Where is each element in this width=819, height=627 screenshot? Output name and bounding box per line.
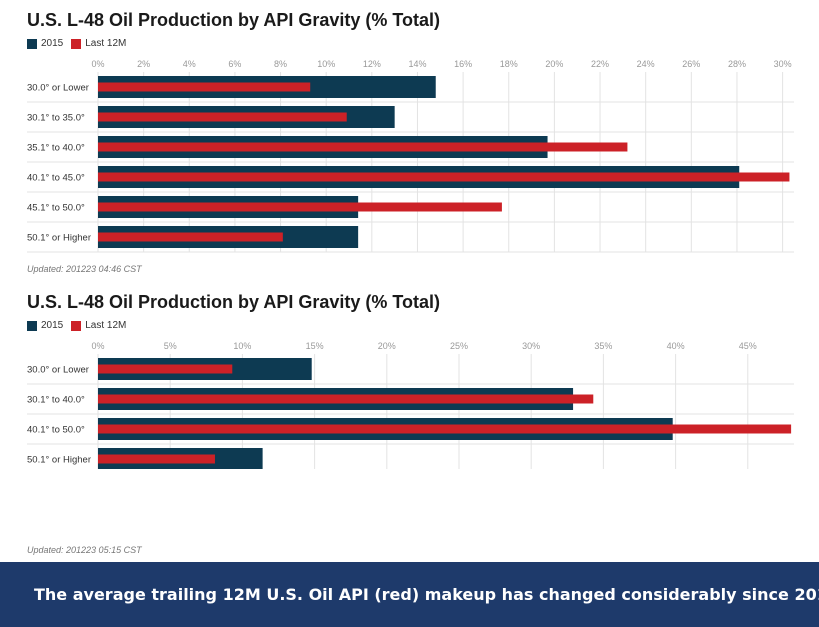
footer-caption: The average trailing 12M U.S. Oil API (r… bbox=[34, 585, 819, 604]
tick-label: 26% bbox=[682, 59, 700, 69]
chart-1-legend: 2015 Last 12M bbox=[27, 38, 134, 49]
bar-last-12m-50-1-or-higher bbox=[98, 232, 283, 242]
tick-label: 40% bbox=[667, 341, 685, 351]
tick-label: 20% bbox=[545, 59, 563, 69]
chart-2-legend: 2015 Last 12M bbox=[27, 320, 134, 331]
category-label-40-1-to-45-0: 40.1° to 45.0° bbox=[27, 173, 85, 184]
tick-label: 14% bbox=[408, 59, 426, 69]
tick-label: 18% bbox=[500, 59, 518, 69]
tick-label: 25% bbox=[450, 341, 468, 351]
tick-label: 4% bbox=[183, 59, 196, 69]
category-label-30-0-or-lower: 30.0° or Lower bbox=[27, 365, 89, 376]
category-label-35-1-to-40-0: 35.1° to 40.0° bbox=[27, 143, 85, 154]
tick-label: 35% bbox=[594, 341, 612, 351]
bar-last-12m-30-1-to-35-0 bbox=[98, 112, 347, 122]
tick-label: 20% bbox=[378, 341, 396, 351]
bar-last-12m-30-0-or-lower bbox=[98, 364, 233, 374]
bar-last-12m-45-1-to-50-0 bbox=[98, 202, 502, 212]
tick-label: 24% bbox=[637, 59, 655, 69]
legend-swatch-2015 bbox=[27, 38, 37, 49]
tick-label: 30% bbox=[522, 341, 540, 351]
tick-label: 0% bbox=[91, 341, 104, 351]
tick-label: 0% bbox=[91, 59, 104, 69]
tick-label: 10% bbox=[317, 59, 335, 69]
chart-2-plot: 0% 5% 10% 15% 20% 25% 30% 35% 40% 45% 30.0° or Low… bbox=[27, 341, 794, 469]
tick-label: 2% bbox=[137, 59, 150, 69]
category-label-30-1-to-35-0: 30.1° to 35.0° bbox=[27, 113, 85, 124]
tick-label: 16% bbox=[454, 59, 472, 69]
category-label-45-1-to-50-0: 45.1° to 50.0° bbox=[27, 203, 85, 214]
chart-2: U.S. L-48 Oil Production by API Gravity … bbox=[0, 292, 819, 562]
bar-last-12m-50-1-or-higher bbox=[98, 454, 215, 464]
tick-label: 15% bbox=[306, 341, 324, 351]
bar-last-12m-40-1-to-45-0 bbox=[98, 172, 790, 182]
tick-label: 12% bbox=[363, 59, 381, 69]
category-label-40-1-to-50-0: 40.1° to 50.0° bbox=[27, 425, 85, 436]
bar-last-12m-30-0-or-lower bbox=[98, 82, 311, 92]
category-label-30-0-or-lower: 30.0° or Lower bbox=[27, 83, 89, 94]
chart-1-title: U.S. L-48 Oil Production by API Gravity … bbox=[27, 10, 441, 30]
tick-label: 8% bbox=[274, 59, 287, 69]
tick-label: 22% bbox=[591, 59, 609, 69]
chart-2-title: U.S. L-48 Oil Production by API Gravity … bbox=[27, 292, 441, 312]
tick-label: 45% bbox=[739, 341, 757, 351]
tick-label: 6% bbox=[228, 59, 241, 69]
legend-item-2015[interactable]: 2015 bbox=[27, 320, 63, 331]
category-label-50-1-or-higher: 50.1° or Higher bbox=[27, 455, 91, 466]
category-label-50-1-or-higher: 50.1° or Higher bbox=[27, 233, 91, 244]
legend-label-2015: 2015 bbox=[41, 38, 64, 49]
category-label-30-1-to-40-0: 30.1° to 40.0° bbox=[27, 395, 85, 406]
legend-label-last-12m: Last 12M bbox=[85, 320, 127, 331]
legend-swatch-last-12m bbox=[71, 320, 82, 331]
legend-item-last-12m[interactable]: Last 12M bbox=[71, 320, 126, 331]
chart-1-updated: Updated: 201223 04:46 CST bbox=[27, 264, 142, 274]
legend-swatch-2015 bbox=[27, 320, 37, 331]
footer-banner: The average trailing 12M U.S. Oil API (r… bbox=[0, 562, 819, 627]
tick-label: 10% bbox=[233, 341, 251, 351]
chart-1-plot: 0% 2% 4% 6% 8% 10% 12% 14% 16% 18% 20% 22% 24% 26% 28%… bbox=[27, 59, 794, 253]
legend-item-last-12m[interactable]: Last 12M bbox=[71, 38, 126, 49]
chart-2-updated: Updated: 201223 05:15 CST bbox=[27, 545, 142, 555]
chart-1: U.S. L-48 Oil Production by API Gravity … bbox=[0, 10, 819, 280]
bar-last-12m-35-1-to-40-0 bbox=[98, 142, 628, 152]
bar-last-12m-30-1-to-40-0 bbox=[98, 394, 594, 404]
legend-label-2015: 2015 bbox=[41, 320, 64, 331]
tick-label: 30% bbox=[774, 59, 792, 69]
legend-item-2015[interactable]: 2015 bbox=[27, 38, 63, 49]
legend-label-last-12m: Last 12M bbox=[85, 38, 127, 49]
tick-label: 28% bbox=[728, 59, 746, 69]
legend-swatch-last-12m bbox=[71, 38, 82, 49]
bar-last-12m-40-1-to-50-0 bbox=[98, 424, 792, 434]
tick-label: 5% bbox=[164, 341, 177, 351]
